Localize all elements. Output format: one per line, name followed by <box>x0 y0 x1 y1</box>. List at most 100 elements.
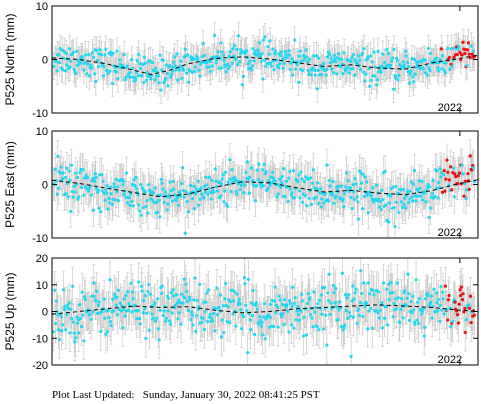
data-point <box>353 177 357 181</box>
data-point <box>198 197 202 201</box>
data-point <box>331 179 335 184</box>
data-point <box>401 60 405 64</box>
data-point <box>103 198 107 202</box>
data-point <box>374 183 379 187</box>
data-point <box>273 179 277 183</box>
data-point <box>196 57 200 61</box>
data-point <box>383 169 387 173</box>
data-point <box>64 51 68 56</box>
data-point <box>407 81 412 85</box>
rapid-point <box>452 55 456 59</box>
data-point <box>254 184 259 188</box>
data-point <box>370 60 374 64</box>
panel-0: -10 0 10 2022 P525 North (mm) <box>3 1 479 120</box>
data-point <box>162 200 166 205</box>
data-point <box>433 194 437 199</box>
data-point <box>219 41 223 45</box>
data-point <box>312 54 316 58</box>
data-point <box>364 72 368 76</box>
data-point <box>391 87 396 91</box>
data-point <box>104 188 108 192</box>
data-point <box>111 51 115 55</box>
data-point <box>219 194 223 198</box>
data-point <box>172 187 176 191</box>
data-point <box>362 70 366 74</box>
data-point <box>357 169 362 173</box>
data-point <box>75 175 80 180</box>
data-point <box>314 195 318 199</box>
data-point <box>270 64 274 68</box>
data-point <box>134 175 138 180</box>
data-point <box>379 207 383 212</box>
data-point <box>274 49 278 53</box>
data-point <box>260 52 264 56</box>
data-point <box>183 47 187 51</box>
data-point <box>407 64 411 69</box>
data-point <box>165 208 169 212</box>
data-point <box>169 72 173 76</box>
data-point <box>428 185 432 189</box>
data-point <box>399 188 403 192</box>
rapid-point <box>445 158 449 162</box>
data-point <box>114 70 118 74</box>
data-point <box>203 190 208 194</box>
rapid-point <box>453 172 457 176</box>
data-point <box>268 39 272 43</box>
data-point <box>408 72 412 76</box>
data-point <box>97 52 101 56</box>
data-point <box>418 186 422 190</box>
data-point <box>86 62 90 66</box>
data-point <box>138 61 142 66</box>
data-point <box>447 183 451 187</box>
data-point <box>186 80 191 84</box>
data-point <box>271 47 275 51</box>
data-point <box>186 53 190 57</box>
data-point <box>83 176 87 180</box>
data-point <box>315 187 320 192</box>
data-point <box>117 198 121 203</box>
data-point <box>71 195 75 199</box>
data-point <box>116 77 120 81</box>
data-point <box>378 205 382 209</box>
data-point <box>311 168 315 172</box>
data-point <box>55 192 59 196</box>
data-point <box>427 66 431 70</box>
data-point <box>207 65 211 69</box>
data-point <box>149 77 153 81</box>
data-point <box>125 64 129 68</box>
data-point <box>325 67 329 72</box>
data-point <box>174 198 178 203</box>
data-point <box>83 53 88 57</box>
data-point <box>87 74 92 78</box>
data-point <box>62 56 66 60</box>
data-point <box>295 63 299 67</box>
data-point <box>450 64 454 68</box>
data-point <box>304 48 308 52</box>
data-point <box>118 62 122 66</box>
data-point <box>80 54 84 59</box>
data-point <box>87 189 91 193</box>
data-point <box>271 176 275 180</box>
data-point <box>441 54 445 58</box>
data-point <box>309 202 314 206</box>
data-point <box>166 202 170 206</box>
data-point <box>222 200 226 204</box>
data-point <box>282 56 287 60</box>
data-point <box>300 59 304 63</box>
data-point <box>334 59 338 64</box>
data-point <box>333 57 337 61</box>
data-point <box>105 184 109 188</box>
data-point <box>278 62 282 66</box>
data-point <box>233 175 237 180</box>
data-point <box>157 198 161 202</box>
data-point <box>180 182 184 186</box>
data-point <box>329 56 333 60</box>
rapid-point <box>460 53 464 57</box>
data-point <box>347 71 351 75</box>
data-point <box>451 166 455 170</box>
data-point <box>131 204 135 208</box>
data-point <box>94 175 98 180</box>
data-point <box>425 73 430 77</box>
data-point <box>401 187 405 191</box>
rapid-point <box>467 52 471 56</box>
